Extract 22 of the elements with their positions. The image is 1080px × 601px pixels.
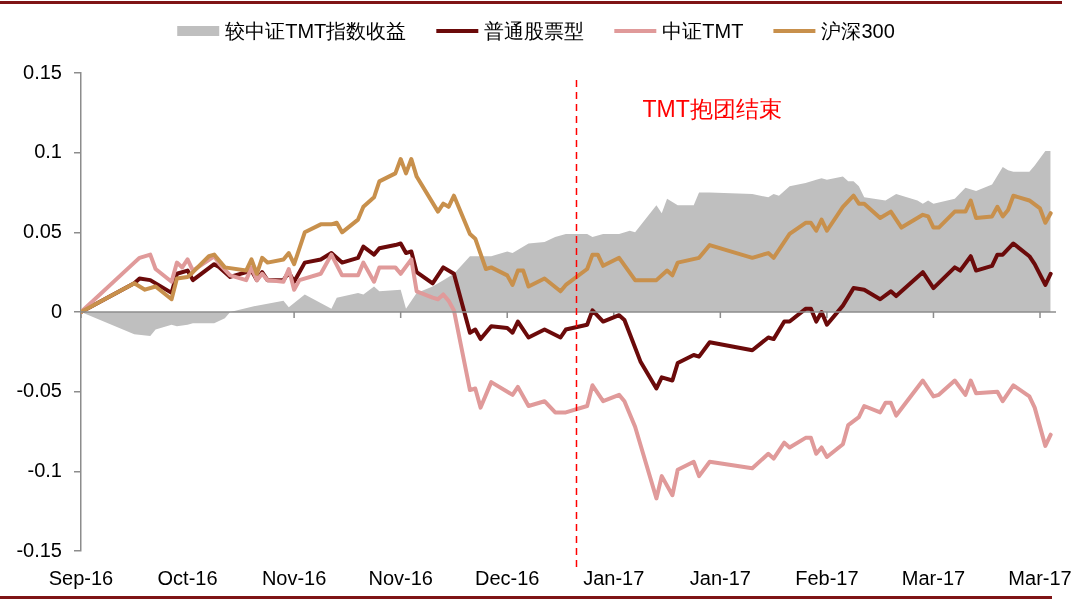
x-tick-label: Mar-17 [1008,566,1072,589]
x-tick-label: Mar-17 [901,566,966,589]
y-tick-label: 0.1 [34,140,62,163]
x-tick-label: Nov-16 [368,566,433,589]
x-tick-label: Oct-16 [157,566,218,589]
x-tick-label: Jan-17 [583,566,645,589]
legend-label: 普通股票型 [484,19,585,42]
y-tick-label: 0.15 [23,60,62,83]
y-tick-label: -0.1 [27,458,62,481]
x-tick-label: Dec-16 [474,566,540,589]
legend-label: 沪深300 [821,19,895,42]
x-tick-label: Nov-16 [261,566,327,589]
x-tick-label: Jan-17 [689,566,751,589]
y-tick-label: 0.05 [23,219,62,242]
y-tick-label: -0.05 [16,379,62,402]
y-tick-label: 0 [50,299,62,322]
x-tick-label: Sep-16 [48,566,114,589]
y-tick-label: -0.15 [16,538,62,561]
legend-label: 中证TMT [662,19,744,42]
legend-label: 较中证TMT指数收益 [225,19,407,42]
ref-line-label: TMT抱团结束 [642,96,782,123]
x-tick-label: Feb-17 [795,566,859,589]
